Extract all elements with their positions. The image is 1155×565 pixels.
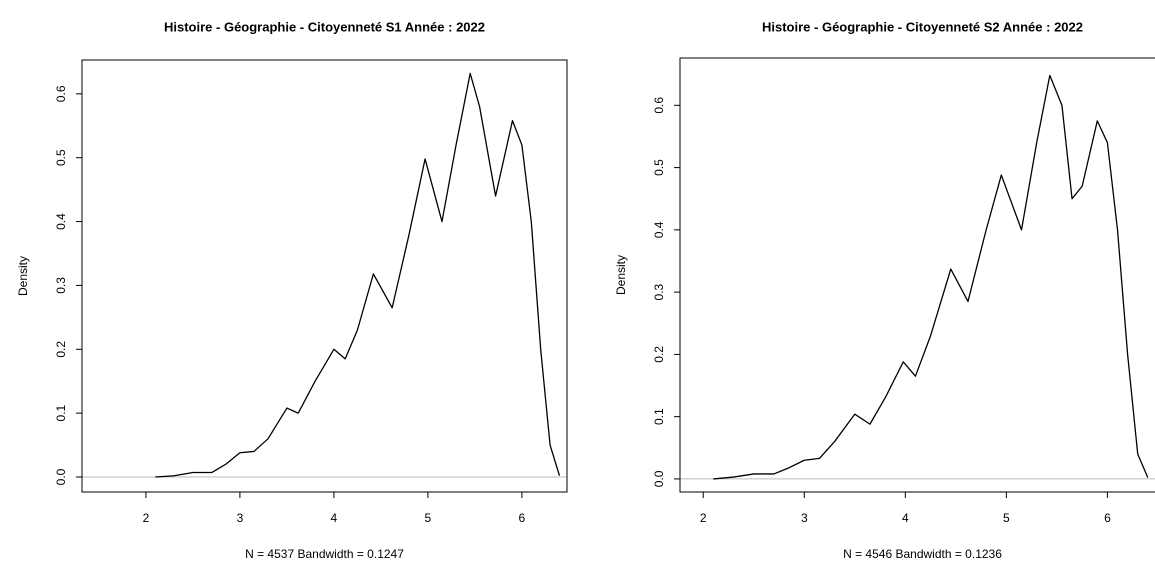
y-tick-label: 0.5 — [652, 159, 666, 176]
x-axis-label: N = 4546 Bandwidth = 0.1236 — [843, 547, 1002, 561]
y-tick-label: 0.3 — [54, 277, 68, 294]
x-tick-label: 3 — [237, 511, 244, 525]
y-tick-label: 0.4 — [652, 221, 666, 238]
y-tick-label: 0.6 — [652, 97, 666, 114]
y-tick-label: 0.0 — [652, 470, 666, 487]
y-axis-label: Density — [16, 256, 30, 296]
x-tick-label: 3 — [801, 511, 808, 525]
x-tick-label: 5 — [1003, 511, 1010, 525]
y-tick-label: 0.6 — [54, 85, 68, 102]
chart-title: Histoire - Géographie - Citoyenneté S1 A… — [164, 19, 485, 34]
density-line — [713, 74, 1149, 480]
y-tick-label: 0.1 — [54, 404, 68, 421]
x-tick-label: 4 — [902, 511, 909, 525]
density-line — [155, 72, 561, 478]
y-tick-label: 0.3 — [652, 283, 666, 300]
y-tick-label: 0.5 — [54, 149, 68, 166]
x-tick-label: 6 — [1104, 511, 1111, 525]
y-axis-label: Density — [614, 255, 628, 295]
x-tick-label: 5 — [425, 511, 432, 525]
plot-frame — [81, 59, 568, 493]
x-axis-label: N = 4537 Bandwidth = 0.1247 — [245, 547, 404, 561]
y-tick-label: 0.0 — [54, 468, 68, 485]
x-tick-label: 2 — [700, 511, 707, 525]
x-tick-label: 4 — [331, 511, 338, 525]
y-tick-label: 0.1 — [652, 408, 666, 425]
y-tick-label: 0.2 — [652, 346, 666, 363]
y-tick-label: 0.2 — [54, 341, 68, 358]
chart-title: Histoire - Géographie - Citoyenneté S2 A… — [762, 19, 1083, 34]
y-tick-label: 0.4 — [54, 213, 68, 230]
x-tick-label: 6 — [519, 511, 526, 525]
plot-frame — [679, 57, 1155, 493]
x-tick-label: 2 — [143, 511, 150, 525]
